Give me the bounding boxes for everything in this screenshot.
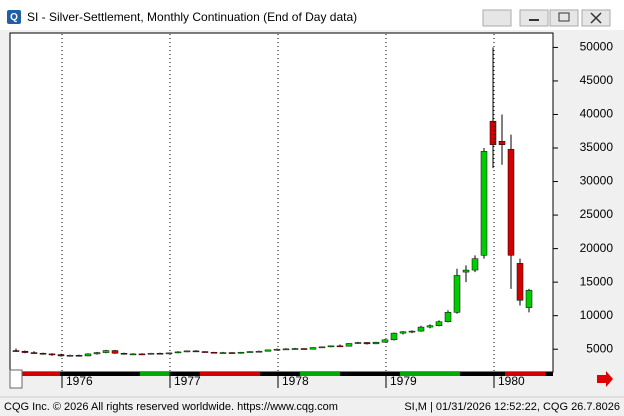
y-tick-label: 20000	[580, 241, 614, 255]
candle-body	[237, 351, 245, 354]
candle-body	[66, 354, 74, 357]
y-tick-label: 30000	[580, 174, 614, 188]
candle-body	[264, 349, 272, 352]
candle-body	[408, 330, 416, 333]
candle-body	[399, 331, 407, 334]
maximize-button[interactable]	[549, 9, 579, 27]
candle-body	[345, 343, 353, 347]
candle-body	[30, 352, 38, 354]
candle-body	[318, 346, 326, 349]
candle-body	[507, 149, 515, 256]
footer-status: SI,M | 01/31/2026 12:52:22, CQG 26.7.802…	[404, 401, 620, 413]
candle-body	[228, 352, 236, 354]
minimize-button[interactable]	[519, 9, 549, 27]
candle-body	[21, 350, 29, 353]
scroll-handle[interactable]	[9, 369, 23, 389]
y-tick-label: 25000	[580, 207, 614, 221]
link-button[interactable]	[482, 9, 512, 27]
candle-body	[390, 332, 398, 341]
candle-body	[48, 353, 56, 356]
candle-body	[147, 352, 155, 355]
timeline-segment	[10, 372, 60, 376]
candle-body	[354, 342, 362, 344]
candle-body	[102, 350, 110, 353]
y-tick-label: 5000	[586, 341, 613, 355]
candles	[12, 47, 533, 357]
window-title: SI - Silver-Settlement, Monthly Continua…	[27, 10, 357, 24]
candle-body	[363, 342, 371, 345]
candle-body	[273, 348, 281, 351]
candle-body	[336, 345, 344, 348]
candle-body	[255, 350, 263, 353]
candle-body	[300, 348, 308, 350]
scroll-right-arrow[interactable]	[597, 371, 613, 387]
candle-body	[282, 348, 290, 351]
candle-body	[156, 352, 164, 355]
candle-body	[75, 354, 83, 357]
candle-body	[120, 352, 128, 355]
plot-area	[9, 32, 554, 373]
candle-body	[129, 353, 137, 356]
candle-body	[183, 350, 191, 353]
candle-body	[12, 350, 20, 352]
candle-body	[516, 263, 524, 301]
y-tick-label: 40000	[580, 107, 614, 121]
candle-body	[462, 269, 470, 273]
candle-body	[291, 348, 299, 350]
candle-body	[93, 352, 101, 355]
candle-body	[39, 352, 47, 355]
candle-body	[372, 341, 380, 345]
candle-body	[480, 151, 488, 256]
candle-body	[174, 351, 182, 354]
y-tick-label: 15000	[580, 274, 614, 288]
x-tick-label: 1977	[174, 374, 201, 388]
candle-body	[192, 350, 200, 353]
candle-body	[453, 275, 461, 313]
timeline-segment	[400, 372, 460, 376]
candle-body	[165, 352, 173, 355]
app-icon-letter: Q	[10, 12, 18, 23]
candle-body	[381, 339, 389, 343]
candle-body	[219, 352, 227, 354]
x-tick-label: 1980	[498, 374, 525, 388]
candle-body	[309, 347, 317, 350]
candle-body	[57, 354, 65, 357]
timeline-segment	[140, 372, 170, 376]
y-tick-label: 45000	[580, 73, 614, 87]
candle-body	[498, 141, 506, 145]
candle-body	[426, 325, 434, 328]
close-icon	[590, 12, 602, 24]
candle-body	[246, 351, 254, 353]
y-tick-label: 35000	[580, 140, 614, 154]
x-tick-label: 1978	[282, 374, 309, 388]
x-tick-label: 1979	[390, 374, 417, 388]
candle-body	[489, 120, 497, 145]
candle-body	[111, 350, 119, 354]
candle-body	[471, 258, 479, 271]
x-tick-label: 1976	[66, 374, 93, 388]
timeline-segment	[200, 372, 260, 376]
timeline-segment	[300, 372, 340, 376]
candle-body	[417, 326, 425, 332]
candle-body	[138, 353, 146, 356]
y-tick-label: 50000	[580, 40, 614, 54]
candle-body	[210, 351, 218, 354]
y-tick-label: 10000	[580, 308, 614, 322]
candle-body	[84, 353, 92, 357]
timeline-strip	[10, 372, 553, 376]
app-icon	[7, 10, 21, 24]
candle-body	[444, 312, 452, 322]
timeline-segment	[505, 372, 545, 376]
candle-body	[201, 351, 209, 353]
candle-body	[435, 321, 443, 326]
candle-body	[327, 345, 335, 348]
maximize-icon	[558, 12, 570, 22]
footer-copyright: CQG Inc. © 2026 All rights reserved worl…	[4, 401, 338, 413]
candle-body	[525, 289, 533, 308]
